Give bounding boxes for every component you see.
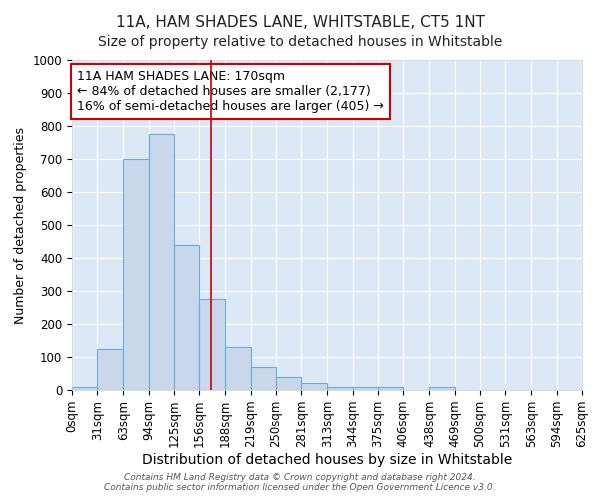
Bar: [149, 134, 174, 390]
Text: Contains HM Land Registry data © Crown copyright and database right 2024.
Contai: Contains HM Land Registry data © Crown c…: [104, 473, 496, 492]
Bar: [199, 299, 226, 390]
Text: 11A, HAM SHADES LANE, WHITSTABLE, CT5 1NT: 11A, HAM SHADES LANE, WHITSTABLE, CT5 1N…: [115, 15, 485, 30]
Bar: [328, 386, 353, 390]
Bar: [301, 382, 328, 390]
Text: 11A HAM SHADES LANE: 170sqm
← 84% of detached houses are smaller (2,177)
16% of : 11A HAM SHADES LANE: 170sqm ← 84% of det…: [77, 70, 384, 113]
Text: Size of property relative to detached houses in Whitstable: Size of property relative to detached ho…: [98, 35, 502, 49]
Bar: [174, 245, 199, 390]
Bar: [97, 349, 124, 390]
Bar: [226, 347, 251, 390]
Bar: [72, 388, 97, 390]
Bar: [353, 386, 378, 390]
Y-axis label: Number of detached properties: Number of detached properties: [14, 126, 27, 324]
Bar: [276, 378, 301, 390]
Bar: [124, 159, 149, 390]
X-axis label: Distribution of detached houses by size in Whitstable: Distribution of detached houses by size …: [142, 453, 512, 467]
Bar: [378, 388, 403, 390]
Bar: [251, 367, 276, 390]
Bar: [430, 388, 455, 390]
